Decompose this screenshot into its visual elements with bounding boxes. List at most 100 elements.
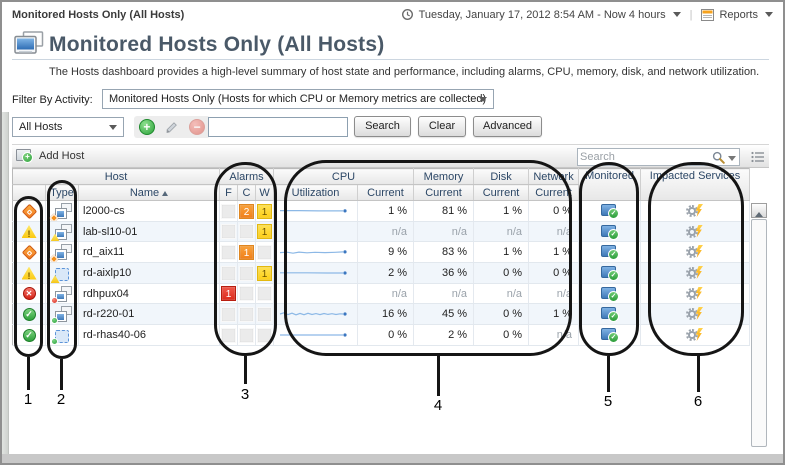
critical-count[interactable]: 2 <box>239 203 255 219</box>
impacted-services-icon[interactable] <box>686 245 704 259</box>
chevron-down-icon[interactable] <box>672 12 681 17</box>
chevron-down-icon[interactable] <box>765 12 773 17</box>
callout-stem <box>244 356 247 384</box>
host-name-link[interactable]: rd_aix11 <box>78 241 221 263</box>
group-header-disk: Disk <box>473 168 530 185</box>
severity-normal-icon[interactable] <box>22 307 36 321</box>
filter-by-activity-select[interactable]: Monitored Hosts Only (Hosts for which CP… <box>102 89 494 109</box>
warning-count[interactable]: 1 <box>257 224 273 239</box>
callout-number: 1 <box>23 391 33 408</box>
callout-ring-metrics <box>284 160 572 356</box>
monitored-icon[interactable] <box>601 307 620 322</box>
callout-number: 4 <box>433 397 443 414</box>
warning-count[interactable]: 1 <box>257 203 273 219</box>
impacted-services-icon[interactable] <box>686 204 704 218</box>
host-name-link[interactable]: lab-sl10-01 <box>78 221 221 242</box>
scope-actions: + − <box>134 116 210 138</box>
critical-count[interactable]: 1 <box>239 244 255 260</box>
callout-ring-monitored <box>579 162 639 356</box>
chevron-down-icon <box>479 97 487 102</box>
network-current-value: n/a <box>528 221 580 242</box>
memory-current-value: n/a <box>413 221 475 242</box>
filter-search-input[interactable] <box>208 117 348 137</box>
remove-icon[interactable]: − <box>189 119 206 135</box>
monitored-icon[interactable] <box>601 204 620 219</box>
search-options-arrow-icon[interactable] <box>728 156 736 161</box>
table-row: rd_aix11 1 9 % 83 % 1 % 1 % <box>12 241 751 263</box>
disk-current-value: 0 % <box>473 303 530 325</box>
virtual-host-type-icon <box>50 327 72 345</box>
customizer-icon[interactable] <box>751 151 765 163</box>
monitored-icon[interactable] <box>601 286 620 302</box>
chevron-down-icon <box>109 125 117 130</box>
fatal-count <box>221 244 237 260</box>
impacted-services-icon[interactable] <box>686 224 704 239</box>
collapsed-sidebar[interactable] <box>2 112 9 454</box>
memory-current-value: n/a <box>413 283 475 304</box>
reports-menu[interactable]: Reports <box>719 8 758 21</box>
breadcrumb[interactable]: Monitored Hosts Only (All Hosts) <box>12 9 185 21</box>
callout-number: 5 <box>603 393 613 410</box>
monitored-icon[interactable] <box>601 224 620 240</box>
cpu-current-value: 0 % <box>357 324 415 346</box>
severity-fatal-icon[interactable] <box>22 287 36 300</box>
warning-count <box>257 244 273 260</box>
advanced-button[interactable]: Advanced <box>473 116 542 137</box>
callout-ring-impacted-services <box>648 162 744 356</box>
impacted-services-icon[interactable] <box>686 286 704 301</box>
memory-current-value: 2 % <box>413 324 475 346</box>
host-name-link[interactable]: rdhpux04 <box>78 283 221 304</box>
page-description: The Hosts dashboard provides a high-leve… <box>49 66 760 78</box>
cpu-sparkline <box>280 209 347 213</box>
fatal-count[interactable]: 1 <box>221 286 237 301</box>
search-icon[interactable] <box>712 151 725 164</box>
time-range-label[interactable]: Tuesday, January 17, 2012 8:54 AM - Now … <box>418 8 666 21</box>
memory-current-value: 36 % <box>413 262 475 284</box>
normal-badge-icon <box>50 338 58 345</box>
warning-badge-icon <box>50 233 60 241</box>
column-header-name[interactable]: Name <box>78 184 221 201</box>
callout-number: 3 <box>240 386 250 403</box>
physical-host-type-icon <box>50 223 72 241</box>
scrollbar-up-arrow[interactable] <box>751 203 767 218</box>
add-icon[interactable]: + <box>138 119 155 135</box>
network-current-value: 0 % <box>528 262 580 284</box>
host-name-link[interactable]: l2000-cs <box>78 200 221 222</box>
host-name-link[interactable]: rd-r220-01 <box>78 303 221 325</box>
group-header-host: Host <box>12 168 221 185</box>
search-button[interactable]: Search <box>354 116 411 137</box>
column-header-disk-current[interactable]: Current <box>473 184 530 201</box>
gear-icon <box>686 287 699 300</box>
host-name-link[interactable]: rd-rhas40-06 <box>78 324 221 346</box>
column-header-memory-current[interactable]: Current <box>413 184 475 201</box>
impacted-services-icon[interactable] <box>686 266 704 280</box>
callout-stem <box>437 356 440 396</box>
callout-ring-type <box>47 180 77 359</box>
gear-icon <box>686 246 699 258</box>
lightning-icon <box>695 266 704 279</box>
table-search-input[interactable] <box>580 150 705 164</box>
severity-normal-icon[interactable] <box>22 328 36 342</box>
add-host-button[interactable]: Add Host <box>16 149 84 163</box>
cpu-current-value: n/a <box>357 221 415 242</box>
cpu-current-value: 2 % <box>357 262 415 284</box>
warning-count[interactable]: 1 <box>257 265 273 281</box>
monitored-icon[interactable] <box>601 266 620 281</box>
scope-select[interactable]: All Hosts <box>12 117 124 137</box>
lightning-icon <box>695 245 704 258</box>
table-row: rd-aixlp10 1 2 % 36 % 0 % 0 % <box>12 262 751 284</box>
clear-button[interactable]: Clear <box>418 116 466 137</box>
memory-current-value: 81 % <box>413 200 475 222</box>
fatal-count <box>221 203 237 219</box>
critical-count <box>239 306 255 322</box>
table-row: lab-sl10-01 1 n/a n/a n/a n/a <box>12 221 751 242</box>
host-name-link[interactable]: rd-aixlp10 <box>78 262 221 284</box>
column-header-cpu-current[interactable]: Current <box>357 184 415 201</box>
sort-ascending-icon <box>162 190 169 196</box>
scrollbar-thumb[interactable] <box>751 219 767 447</box>
edit-pencil-icon[interactable] <box>164 120 179 135</box>
monitored-icon[interactable] <box>601 245 620 260</box>
gear-icon <box>686 225 699 238</box>
physical-host-type-icon <box>49 203 72 221</box>
gear-icon <box>686 267 699 279</box>
